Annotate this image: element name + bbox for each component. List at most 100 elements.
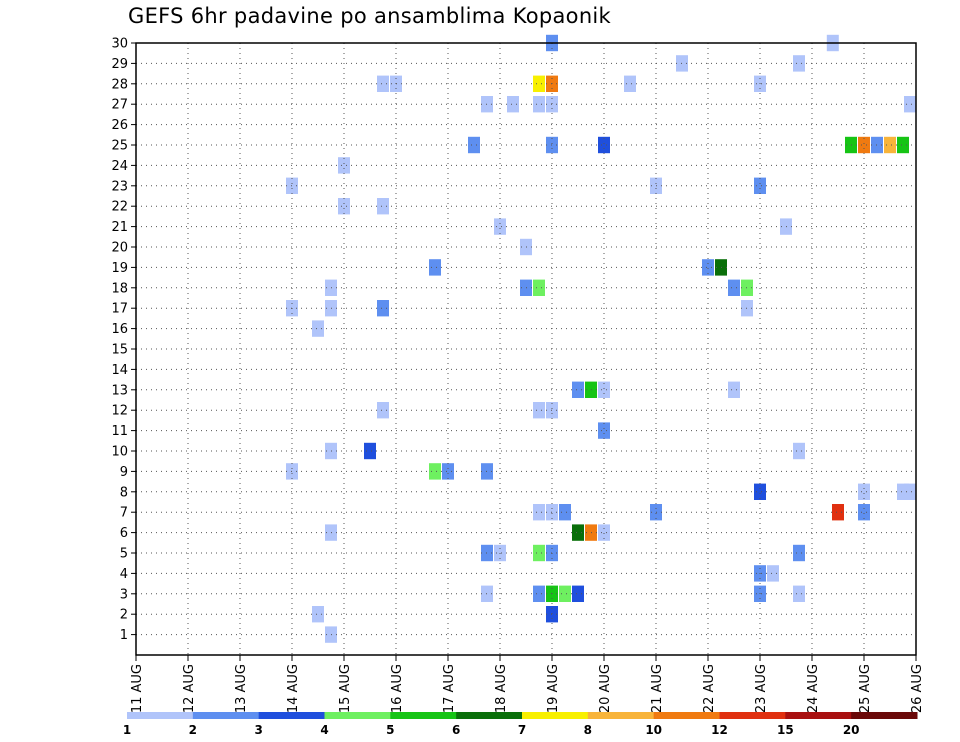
legend-label: 10 [645, 723, 662, 737]
precip-cell [533, 96, 545, 113]
y-tick-label: 29 [111, 57, 128, 72]
y-tick-label: 14 [111, 363, 128, 378]
legend-swatch [258, 712, 325, 719]
x-axis: 11 AUG 12 AUG 13 AUG 14 AUG 15 AUG 16 AUG 17 A… [130, 655, 925, 713]
precip-cell [572, 381, 584, 398]
y-tick-label: 24 [111, 159, 128, 174]
precip-cell [754, 483, 766, 500]
precip-cell [468, 136, 480, 154]
precip-cell [728, 381, 740, 398]
precip-cell [338, 157, 350, 174]
y-tick-label: 21 [111, 220, 128, 235]
precip-cell [728, 279, 740, 296]
y-tick-label: 8 [120, 485, 128, 500]
y-tick-label: 25 [111, 139, 128, 154]
precip-cell [377, 300, 389, 317]
y-tick-label: 2 [120, 608, 128, 623]
y-tick-label: 27 [111, 98, 128, 113]
precip-cell [377, 75, 389, 92]
precip-cell [793, 544, 805, 562]
y-tick-label: 10 [111, 445, 128, 460]
x-tick-label: 16 AUG [390, 664, 405, 713]
legend-swatch [324, 712, 391, 719]
x-tick-label: 13 AUG [234, 664, 249, 713]
x-tick-label: 19 AUG [546, 664, 561, 713]
y-tick-label: 3 [120, 587, 128, 602]
precip-cell [702, 259, 714, 276]
precip-cell [364, 442, 376, 460]
cells-layer [286, 34, 916, 643]
precip-cell [598, 524, 610, 541]
precip-cell [624, 75, 636, 92]
grid-layer [136, 43, 916, 655]
y-tick-label: 30 [111, 37, 128, 52]
legend-label: 7 [518, 723, 526, 737]
precip-cell [598, 381, 610, 398]
y-tick-label: 9 [120, 465, 128, 480]
y-tick-label: 1 [120, 628, 128, 643]
y-tick-label: 4 [120, 567, 128, 582]
precip-cell [312, 606, 324, 623]
precip-cell [598, 136, 610, 154]
y-tick-label: 12 [111, 404, 128, 419]
y-tick-label: 20 [111, 241, 128, 256]
precip-cell [904, 483, 916, 500]
legend-swatch [127, 712, 194, 719]
x-tick-label: 26 AUG [910, 664, 925, 713]
legend-label: 8 [584, 723, 592, 737]
y-tick-label: 19 [111, 261, 128, 276]
y-tick-label: 6 [120, 526, 128, 541]
precip-cell [377, 198, 389, 215]
precip-cell [312, 320, 324, 337]
x-tick-label: 17 AUG [442, 664, 457, 713]
legend-label: 2 [189, 723, 197, 737]
x-tick-label: 22 AUG [702, 664, 717, 713]
x-tick-label: 11 AUG [130, 664, 145, 713]
precip-cell [559, 504, 571, 521]
x-tick-label: 21 AUG [650, 664, 665, 713]
legend-label: 5 [386, 723, 394, 737]
legend-swatch [390, 712, 457, 719]
y-tick-label: 15 [111, 343, 128, 358]
precip-cell [897, 136, 909, 154]
y-tick-label: 23 [111, 179, 128, 194]
legend-label: 20 [843, 723, 860, 737]
y-tick-label: 17 [111, 302, 128, 317]
precip-cell [494, 218, 506, 235]
precip-cell [533, 402, 545, 419]
precip-cell [533, 279, 545, 296]
legend-swatch [851, 712, 918, 719]
y-tick-label: 16 [111, 322, 128, 337]
legend-label: 1 [123, 723, 131, 737]
x-tick-label: 25 AUG [858, 664, 873, 713]
precip-cell [832, 504, 844, 521]
precip-cell [507, 96, 519, 113]
y-tick-label: 7 [120, 506, 128, 521]
legend-swatch [192, 712, 260, 719]
precip-cell [793, 442, 805, 460]
x-tick-label: 23 AUG [754, 664, 769, 713]
precip-cell [338, 198, 350, 215]
color-legend: 1 2 3 4 5 6 7 8 10 12 15 20 [123, 712, 918, 737]
legend-swatch [587, 712, 655, 719]
y-tick-label: 22 [111, 200, 128, 215]
precip-cell [533, 585, 545, 602]
precip-cell [858, 504, 870, 521]
precip-cell [533, 504, 545, 521]
x-tick-label: 15 AUG [338, 664, 353, 713]
legend-label: 12 [711, 723, 728, 737]
legend-swatch [522, 712, 589, 719]
precip-cell [598, 422, 610, 439]
precip-cell [572, 585, 584, 602]
legend-label: 3 [254, 723, 262, 737]
legend-label: 15 [777, 723, 794, 737]
y-tick-label: 5 [120, 547, 128, 562]
x-tick-label: 14 AUG [286, 664, 301, 713]
precip-cell [858, 136, 870, 154]
precip-cell [767, 565, 779, 582]
precip-cell [572, 524, 584, 541]
y-axis: 1234567891011121314151617181920212223242… [111, 37, 136, 643]
precip-cell [533, 544, 545, 562]
y-tick-label: 28 [111, 77, 128, 92]
